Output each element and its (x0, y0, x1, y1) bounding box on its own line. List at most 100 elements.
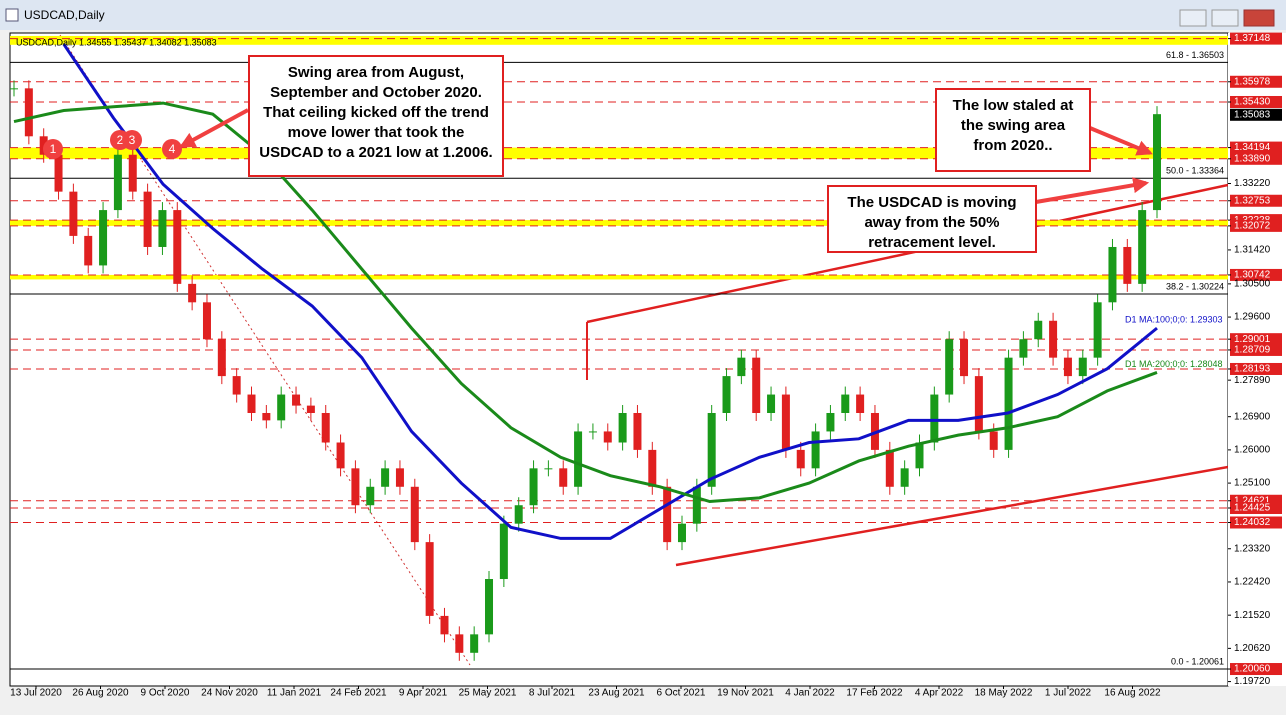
candle (24, 88, 33, 137)
close-button[interactable] (1243, 9, 1275, 27)
trend-line (586, 183, 1228, 324)
candle (900, 468, 909, 487)
minimize-button[interactable] (1179, 9, 1207, 27)
candle (336, 442, 345, 469)
candle (796, 449, 805, 469)
candle (306, 405, 315, 413)
candle (128, 154, 137, 192)
date-label: 4 Apr 2022 (915, 688, 964, 699)
price-tag (1230, 501, 1282, 514)
candle (202, 302, 211, 340)
price-label: 1.35978 (1234, 76, 1271, 87)
price-label: 1.32072 (1234, 221, 1271, 232)
marker-circle (122, 130, 142, 150)
candle (158, 210, 167, 247)
candle (737, 357, 746, 377)
candle (529, 468, 538, 506)
price-tag (1230, 333, 1282, 346)
candle (885, 449, 894, 487)
annotation: The USDCAD is moving away from the 50% r… (827, 185, 1037, 253)
marker-circle (162, 139, 182, 159)
date-label: 26 Aug 2020 (72, 688, 129, 699)
candle (588, 431, 597, 433)
marker-label: 3 (129, 133, 136, 147)
candle (217, 339, 226, 377)
price-label: 1.28709 (1234, 345, 1271, 356)
fib-label: 38.2 - 1.30224 (1166, 281, 1224, 291)
candle (841, 394, 850, 413)
price-tag (1230, 141, 1282, 154)
candle (292, 394, 301, 406)
candle (54, 154, 63, 192)
candle (633, 412, 642, 450)
candle (499, 523, 508, 580)
date-label: 6 Oct 2021 (657, 688, 706, 699)
marker-label: 1 (50, 142, 57, 156)
price-label: 1.37148 (1234, 33, 1271, 44)
date-label: 11 Jan 2021 (267, 688, 322, 699)
price-label: 1.30500 (1234, 279, 1271, 290)
price-label: 1.26900 (1234, 411, 1271, 422)
candle (1138, 210, 1147, 284)
date-label: 18 May 2022 (975, 688, 1033, 699)
price-label: 1.19720 (1234, 676, 1271, 687)
price-tag (1230, 663, 1282, 676)
maximize-button[interactable] (1211, 9, 1239, 27)
price-label: 1.22420 (1234, 577, 1271, 588)
chart-info: USDCAD,Daily 1.34555 1.35437 1.34082 1.3… (16, 37, 217, 47)
price-tag (1230, 362, 1282, 375)
candle (514, 505, 523, 524)
price-tag (1230, 32, 1282, 45)
candle (440, 615, 449, 635)
price-label: 1.25100 (1234, 478, 1271, 489)
candle (960, 339, 969, 377)
candle (99, 210, 108, 266)
moving-average (62, 43, 1158, 540)
marker-circle (43, 139, 63, 159)
arrow (1089, 126, 1153, 156)
price-label: 1.20060 (1234, 664, 1271, 675)
candle (989, 431, 998, 450)
fib-label: 50.0 - 1.33364 (1166, 166, 1224, 176)
candle (277, 394, 286, 421)
price-label: 1.29600 (1234, 312, 1271, 323)
swing-band (10, 220, 1228, 226)
price-tag (1230, 194, 1282, 207)
marker-label: 4 (169, 142, 176, 156)
current-price-label: 1.35083 (1234, 109, 1271, 120)
arrow (179, 108, 249, 148)
marker-label: 2 (117, 133, 124, 147)
price-tag (1230, 95, 1282, 108)
candle (618, 412, 627, 443)
candle (707, 412, 716, 487)
candle (767, 394, 776, 413)
candle (351, 468, 360, 506)
date-label: 24 Nov 2020 (201, 688, 258, 699)
candle (559, 468, 568, 487)
window-icon (5, 8, 19, 22)
candle (1123, 246, 1132, 284)
price-tag (1230, 268, 1282, 281)
candle (455, 634, 464, 653)
candle (544, 468, 553, 470)
candle (395, 468, 404, 487)
price-label: 1.33220 (1234, 178, 1271, 189)
price-label: 1.26000 (1234, 445, 1271, 456)
moving-average (13, 101, 1158, 504)
price-label: 1.20620 (1234, 643, 1271, 654)
swing-band (10, 35, 1228, 45)
trend-line (675, 465, 1228, 567)
title-bar (0, 0, 1286, 30)
annotation: Swing area from August, September and Oc… (248, 55, 504, 177)
price-axis (1228, 33, 1286, 686)
fib-label: 61.8 - 1.36503 (1166, 50, 1224, 60)
price-tag (1230, 343, 1282, 356)
candle (1034, 320, 1043, 340)
candle (648, 449, 657, 487)
candle (10, 88, 18, 90)
candle (232, 376, 241, 395)
candle (1078, 357, 1087, 377)
price-label: 1.23320 (1234, 543, 1271, 554)
candle (1108, 246, 1117, 303)
